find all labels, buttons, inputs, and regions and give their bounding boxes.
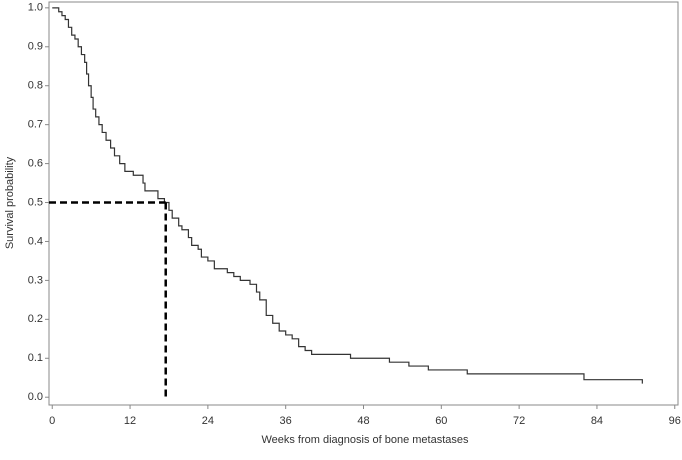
y-tick-label: 0.3 xyxy=(28,274,43,286)
x-tick-label: 72 xyxy=(513,415,525,427)
y-tick-label: 0.0 xyxy=(28,391,43,403)
y-tick-label: 0.2 xyxy=(28,313,43,325)
x-tick-label: 24 xyxy=(202,415,214,427)
x-axis-label: Weeks from diagnosis of bone metastases xyxy=(261,434,469,446)
x-tick-label: 12 xyxy=(124,415,136,427)
x-tick-label: 48 xyxy=(357,415,369,427)
y-tick-label: 0.5 xyxy=(28,196,43,208)
y-tick-label: 0.6 xyxy=(28,157,43,169)
y-axis-label: Survival probability xyxy=(4,156,16,249)
y-tick-label: 0.8 xyxy=(28,80,43,92)
y-tick-label: 0.7 xyxy=(28,119,43,131)
x-tick-label: 36 xyxy=(280,415,292,427)
y-tick-label: 0.4 xyxy=(28,235,43,247)
y-tick-label: 1.0 xyxy=(28,2,43,14)
x-tick-label: 84 xyxy=(591,415,603,427)
x-tick-label: 0 xyxy=(49,415,55,427)
survival-curve xyxy=(52,7,643,384)
y-tick-label: 0.1 xyxy=(28,352,43,364)
x-tick-label: 96 xyxy=(669,415,681,427)
x-tick-label: 60 xyxy=(435,415,447,427)
y-tick-label: 0.9 xyxy=(28,41,43,53)
